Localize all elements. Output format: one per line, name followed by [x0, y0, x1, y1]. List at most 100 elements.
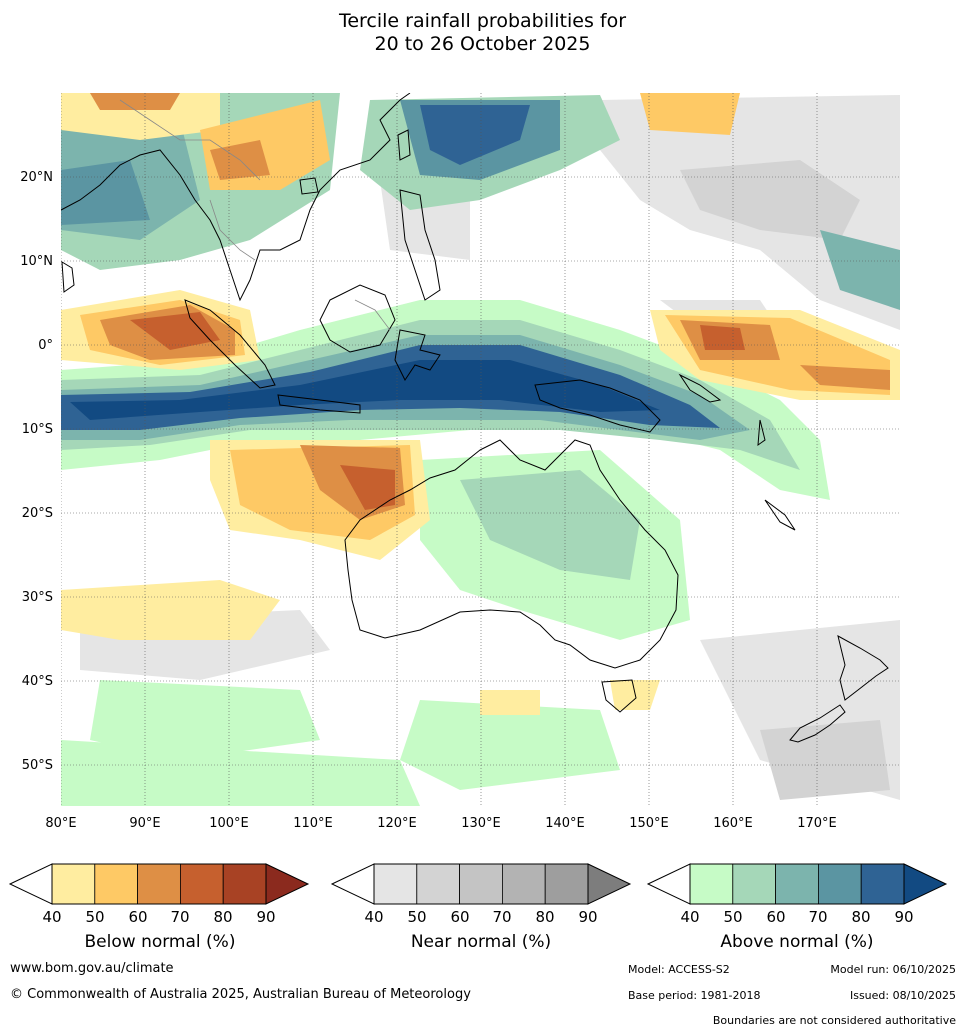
colorbar-cell [775, 863, 819, 905]
tick-label: 60 [766, 908, 785, 926]
below-normal-region [640, 93, 740, 135]
tick-label: 70 [170, 908, 189, 926]
colorbar-extend-high [265, 863, 310, 905]
colorbar-cell [501, 863, 546, 905]
taiwan-coast [397, 129, 411, 161]
colorbar-cell [179, 863, 224, 905]
lon-label: 120°E [377, 816, 417, 831]
colorbar-outline [51, 863, 267, 905]
colorbar-extend-high [587, 863, 632, 905]
tick-label: 80 [535, 908, 554, 926]
above-normal-region [820, 230, 900, 310]
lon-label: 130°E [461, 816, 501, 831]
hainan-coast [299, 177, 319, 195]
tasmania-coast [601, 679, 637, 713]
above-normal-region [460, 470, 640, 580]
colorbar-ticks: 40 50 60 70 80 90 [364, 908, 597, 926]
solomon-islands-coast [678, 373, 722, 403]
colorbar-cells [373, 863, 589, 905]
philippines-coast [399, 189, 441, 301]
map-title-line2: 20 to 26 October 2025 [374, 33, 591, 55]
lon-label: 150°E [629, 816, 669, 831]
above-normal-region [90, 680, 320, 760]
coastlines [61, 93, 889, 743]
tick-label: 80 [851, 908, 870, 926]
tick-label: 90 [894, 908, 913, 926]
above-normal-region [70, 360, 660, 420]
border-line [119, 99, 261, 181]
border-line [354, 299, 391, 331]
sumatra-coast [184, 299, 276, 389]
footer-issued: Issued: 08/10/2025 [849, 989, 956, 1002]
colorbar-above-normal: 40 50 60 70 80 90 [646, 863, 948, 926]
lat-label: 40°S [22, 674, 53, 689]
border-line [209, 199, 256, 261]
lat-label: 20°S [22, 506, 53, 521]
colorbar-cells [689, 863, 905, 905]
borneo-coast [319, 284, 396, 353]
tick-label: 70 [808, 908, 827, 926]
colorbar-cell [51, 863, 96, 905]
lat-label: 30°S [22, 590, 53, 605]
new-zealand-north-coast [837, 635, 889, 701]
colorbar-title-below: Below normal (%) [84, 932, 236, 952]
colorbar-extend-high [903, 863, 948, 905]
colorbar-extend-low [330, 863, 375, 905]
lat-label: 10°S [22, 422, 53, 437]
below-normal-region [800, 365, 890, 390]
probability-field [61, 93, 900, 806]
map-title-line1: Tercile rainfall probabilities for [338, 10, 627, 32]
java-coast [277, 394, 361, 414]
colorbar-cell [817, 863, 862, 905]
colorbar-extend-low [8, 863, 53, 905]
colorbar-cell [137, 863, 181, 905]
tick-label: 40 [364, 908, 383, 926]
lon-label: 110°E [293, 816, 333, 831]
sri-lanka-coast [61, 261, 75, 293]
colorbar-outline [373, 863, 589, 905]
lat-label: 0° [38, 338, 53, 353]
tick-label: 60 [450, 908, 469, 926]
footer-model: Model: ACCESS-S2 [628, 963, 730, 976]
colorbar-ticks: 40 50 60 70 80 90 [42, 908, 275, 926]
above-normal-region [61, 740, 420, 806]
footer-copyright: © Commonwealth of Australia 2025, Austra… [10, 987, 471, 1002]
tick-label: 40 [42, 908, 61, 926]
colorbar-outline [689, 863, 905, 905]
tick-label: 90 [256, 908, 275, 926]
near-normal-region [760, 720, 890, 800]
footer-url[interactable]: www.bom.gov.au/climate [10, 961, 174, 976]
footer-model-run: Model run: 06/10/2025 [830, 963, 956, 976]
above-normal-region [61, 160, 150, 225]
lon-label: 160°E [713, 816, 753, 831]
vanuatu-coast [757, 419, 766, 447]
rainfall-map: 80°E 90°E 100°E 110°E 120°E 130°E 140°E … [20, 93, 901, 831]
axis-labels: 80°E 90°E 100°E 110°E 120°E 130°E 140°E … [20, 170, 837, 831]
tick-label: 80 [213, 908, 232, 926]
below-normal-region [700, 325, 745, 350]
below-normal-region [61, 580, 280, 640]
colorbar-cell [459, 863, 503, 905]
australia-coast [344, 439, 679, 669]
colorbar-cells [51, 863, 267, 905]
new-zealand-south-coast [789, 704, 846, 743]
near-normal-region [680, 160, 860, 240]
asia-coast [61, 93, 411, 302]
colorbar-title-near: Near normal (%) [410, 932, 552, 952]
lat-label: 50°S [22, 758, 53, 773]
colorbar-cell [373, 863, 418, 905]
tick-label: 90 [578, 908, 597, 926]
colorbar-cell [732, 863, 777, 905]
footer-boundaries: Boundaries are not considered authoritat… [712, 1014, 956, 1027]
colorbar-extend-low [646, 863, 691, 905]
lat-label: 20°N [20, 170, 53, 185]
colorbar-cell [689, 863, 734, 905]
colorbar-cell [860, 863, 905, 905]
above-normal-region [420, 105, 530, 165]
new-guinea-coast [534, 379, 661, 433]
below-normal-region [90, 93, 180, 110]
colorbar-cell [416, 863, 461, 905]
lon-label: 140°E [545, 816, 585, 831]
below-normal-region [480, 690, 540, 715]
lat-label: 10°N [20, 254, 53, 269]
